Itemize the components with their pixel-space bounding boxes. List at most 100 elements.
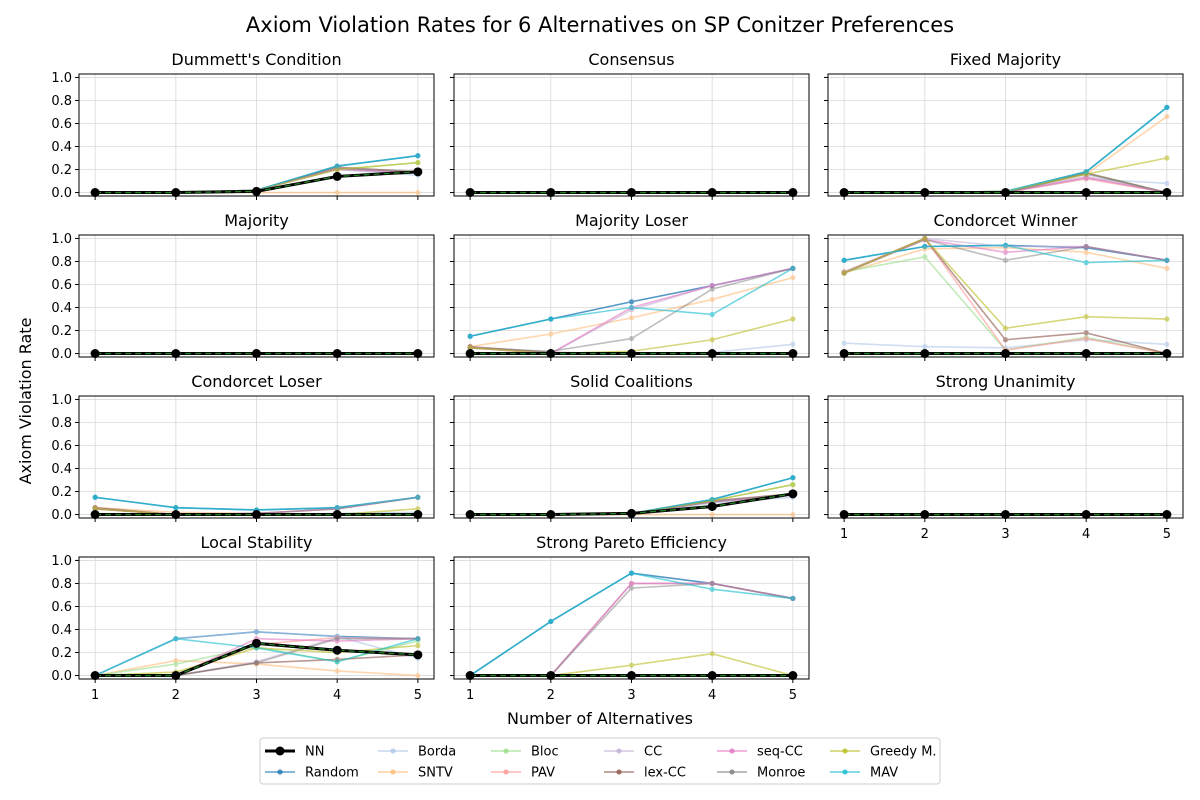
data-point [922,344,928,350]
data-point [1001,510,1010,520]
data-point [171,188,181,198]
data-point [1002,325,1009,331]
panel-majority: 0.0 0.2 0.4 0.6 0.8 1.0 Majority [51,211,435,362]
legend-label: MAV [870,766,898,781]
data-point [332,171,342,181]
data-point [173,636,179,642]
legend-marker [616,748,622,754]
data-point [922,235,928,242]
data-point [171,671,181,681]
y-tick-label: 0.0 [51,186,72,201]
panel-title: Strong Unanimity [936,372,1076,391]
series-nn [90,510,423,520]
legend-marker [842,748,848,754]
data-point [790,265,796,271]
data-point [1164,341,1170,347]
data-point [1002,249,1009,255]
data-point [92,506,98,512]
series-nn [839,349,1172,359]
data-point [548,618,554,625]
data-point [709,651,715,657]
series-mav [467,265,796,339]
legend-marker [729,748,735,754]
data-point [707,188,717,198]
x-tick-label: 1 [840,527,848,542]
data-point [790,482,796,488]
series-nn [465,671,798,681]
data-point [709,496,715,503]
data-point [1083,169,1089,175]
data-point [707,501,717,511]
y-tick-label: 1.0 [51,71,72,86]
data-point [1164,113,1170,120]
y-tick-label: 1.0 [51,393,72,408]
data-point [1164,180,1170,186]
legend-frame [259,737,941,785]
legend-entry-greedy-m: Greedy M. [830,745,937,760]
panel-consensus: Consensus [450,50,810,200]
data-point [1083,249,1089,255]
data-point [1164,104,1170,110]
series-nn [465,489,798,520]
series-dash-nn [95,642,418,677]
panel-title: Local Stability [200,533,312,552]
data-point [546,349,556,359]
data-point [415,636,421,642]
legend-marker [616,769,622,775]
data-point [90,510,100,520]
data-point [841,340,847,346]
panel-title: Solid Coalitions [570,372,693,391]
series-nn [839,510,1172,520]
data-point [546,510,556,520]
data-point [788,489,798,499]
series-nn [465,349,798,359]
data-point [790,511,796,518]
data-point [1002,337,1009,343]
data-point [465,671,475,681]
data-point [841,257,847,263]
data-point [628,585,635,591]
data-point [1164,265,1170,271]
data-point [548,331,554,337]
legend-label: Monroe [757,766,805,781]
data-point [90,188,100,198]
data-point [920,349,930,359]
data-point [415,506,421,512]
data-point [90,671,100,681]
data-point [839,510,849,520]
y-tick-label: 0.2 [51,163,72,178]
legend-entry-nn: NN [265,745,324,760]
data-point [252,349,261,359]
data-point [415,160,421,166]
data-point [171,349,181,359]
data-point [467,345,473,351]
y-tick-label: 0.0 [51,347,72,362]
data-point [548,316,554,322]
legend-entry-sntv: SNTV [378,766,453,781]
data-point [252,186,261,196]
data-point [332,349,342,359]
data-point [252,638,261,648]
data-point [788,671,798,681]
y-axis-label: Axiom Violation Rate [16,318,35,485]
panel-condorcet-loser: 0.0 0.2 0.4 0.6 0.8 1.0 Condorcet Loser [51,372,435,523]
series-greedy-m [841,235,1170,331]
x-tick-label: 2 [921,527,929,542]
data-point [334,163,340,169]
legend-marker [842,769,848,775]
data-point [413,349,423,359]
series-nn [90,638,423,681]
legend-entry-seq-cc: seq-CC [717,745,803,760]
legend-label: CC [644,745,662,760]
data-point [627,671,636,681]
series-nn [465,188,798,198]
data-point [839,349,849,359]
data-point [1083,260,1089,266]
x-tick-label: 2 [547,688,555,703]
x-tick-label: 5 [789,688,797,703]
legend-label: seq-CC [757,745,803,760]
x-axis-label: Number of Alternatives [507,709,693,728]
data-point [334,505,340,511]
y-tick-label: 0.4 [51,462,72,477]
y-tick-label: 0.4 [51,301,72,316]
